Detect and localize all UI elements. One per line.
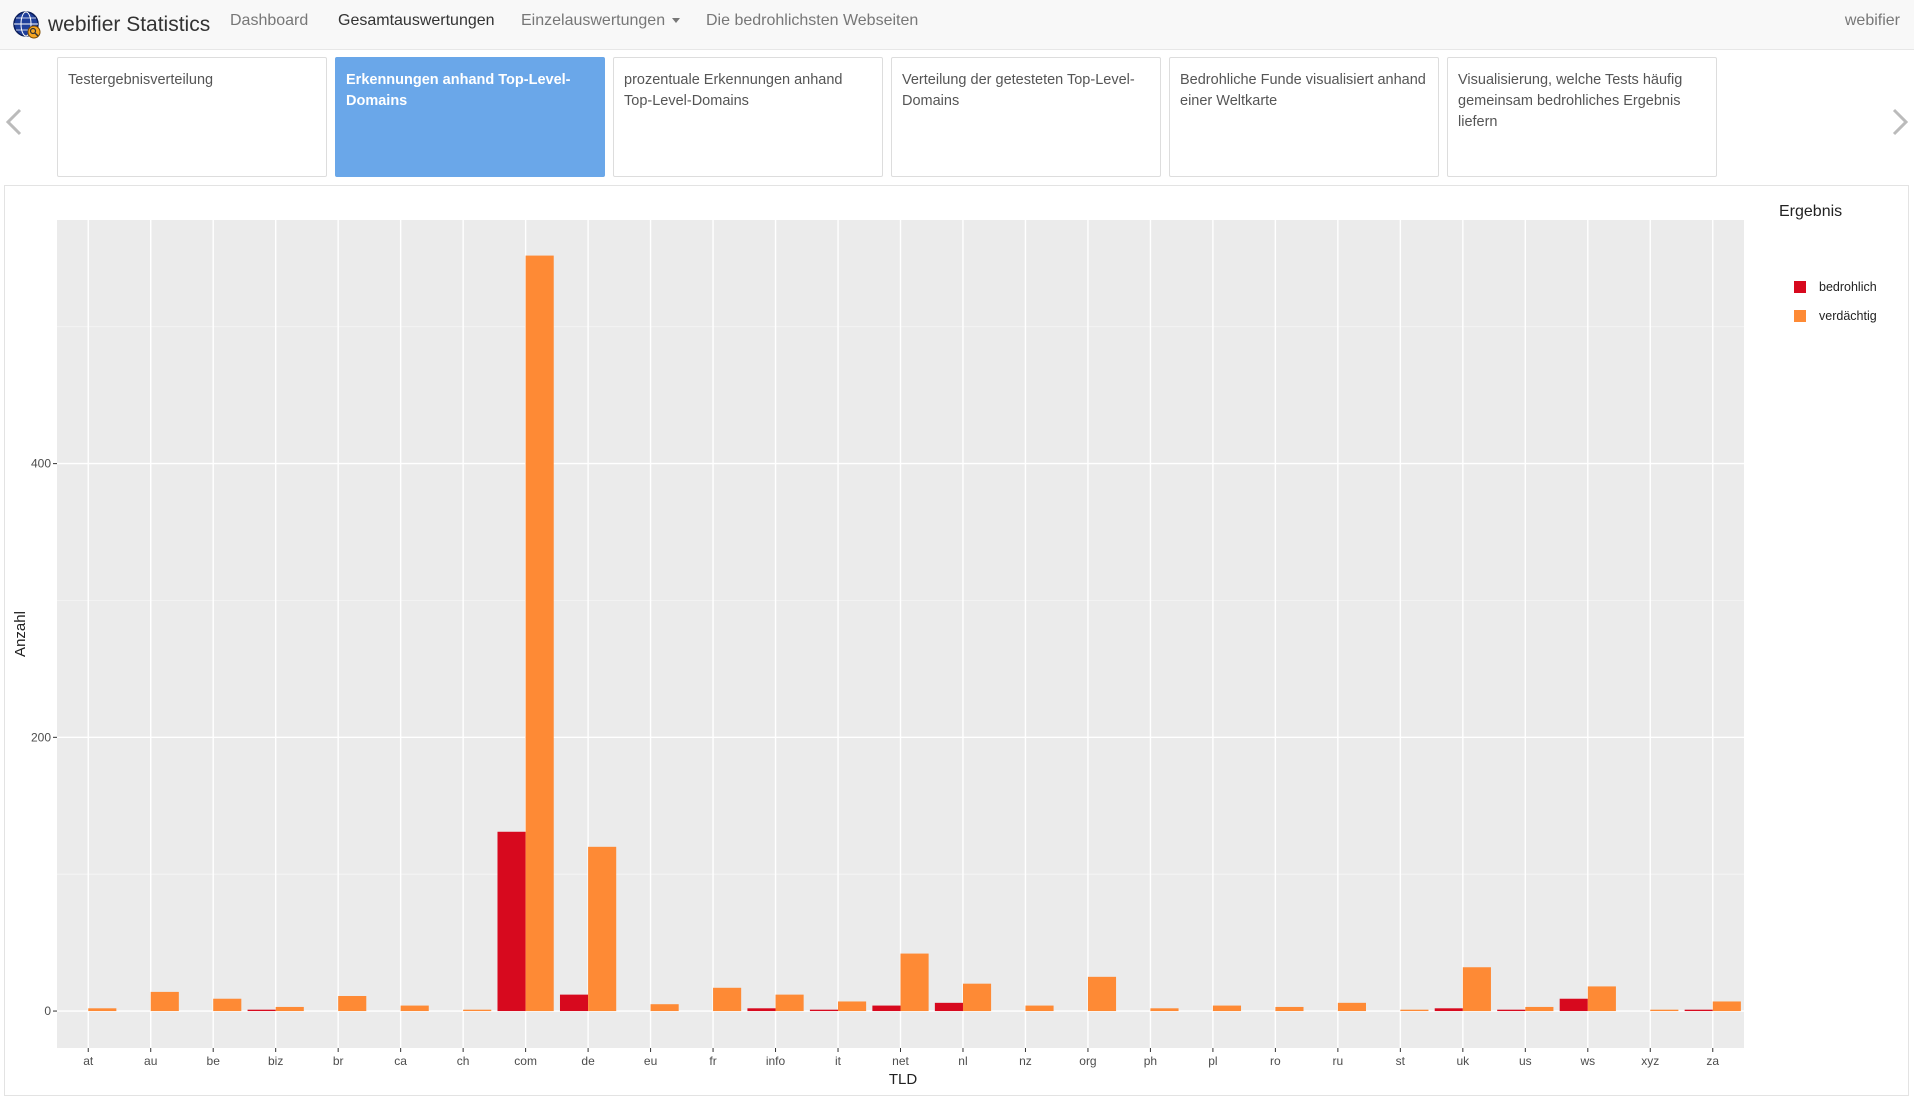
carousel-card-tests-gemeinsam[interactable]: Visualisierung, welche Tests häufig geme…: [1447, 57, 1717, 177]
carousel-next-button[interactable]: [1884, 100, 1912, 144]
nav-dashboard[interactable]: Dashboard: [230, 12, 309, 29]
carousel-card-testergebnisverteilung[interactable]: Testergebnisverteilung: [57, 57, 327, 177]
bar-bedrohlich-uk[interactable]: [1434, 1008, 1463, 1012]
y-tick-label: 400: [31, 457, 51, 471]
y-tick-label: 200: [31, 730, 51, 744]
bar-verdächtig-ch[interactable]: [463, 1009, 492, 1012]
carousel-card-erkennungen-tld[interactable]: Erkennungen anhand Top-Level-Domains: [335, 57, 605, 177]
bar-verdächtig-xyz[interactable]: [1650, 1009, 1679, 1012]
bar-bedrohlich-de[interactable]: [559, 994, 589, 1012]
x-tick-label: br: [333, 1054, 344, 1068]
y-axis-label: Anzahl: [12, 611, 29, 657]
x-tick-label: za: [1706, 1054, 1719, 1068]
x-tick-label: nz: [1019, 1054, 1032, 1068]
x-tick-label: uk: [1456, 1054, 1470, 1068]
nav-gesamtauswertungen[interactable]: Gesamtauswertungen: [338, 12, 495, 29]
bar-verdächtig-ph[interactable]: [1150, 1008, 1179, 1012]
bar-bedrohlich-info[interactable]: [747, 1008, 776, 1012]
x-tick-label: it: [835, 1054, 842, 1068]
nav-einzelauswertungen-label: Einzelauswertungen: [521, 12, 666, 29]
bar-bedrohlich-it[interactable]: [809, 1009, 839, 1012]
chevron-down-icon: [672, 18, 681, 24]
navbar: webifier Statistics Dashboard Gesamtausw…: [0, 0, 1914, 50]
legend-label: verdächtig: [1819, 309, 1877, 323]
x-tick-label: pl: [1208, 1054, 1217, 1068]
bar-verdächtig-fr[interactable]: [713, 987, 742, 1012]
bar-chart: 0 200 400 at au be biz br ca ch com de eu fr info it net…: [12, 203, 1877, 1088]
carousel-card-verteilung-tld[interactable]: Verteilung der getesteten Top-Level-Doma…: [891, 57, 1161, 177]
bar-verdächtig-com[interactable]: [525, 255, 554, 1012]
bar-verdächtig-us[interactable]: [1525, 1006, 1554, 1012]
x-tick-label: ro: [1270, 1054, 1281, 1068]
bar-verdächtig-biz[interactable]: [275, 1006, 304, 1012]
x-tick-label: ws: [1579, 1054, 1595, 1068]
x-tick-label: fr: [709, 1054, 716, 1068]
bar-verdächtig-uk[interactable]: [1462, 967, 1491, 1012]
bar-bedrohlich-us[interactable]: [1497, 1009, 1526, 1012]
x-tick-label: org: [1079, 1054, 1096, 1068]
legend-label: bedrohlich: [1819, 280, 1877, 294]
bar-bedrohlich-za[interactable]: [1684, 1009, 1713, 1012]
bar-verdächtig-ws[interactable]: [1587, 986, 1616, 1012]
x-tick-label: ru: [1333, 1054, 1344, 1068]
nav-webifier-link[interactable]: webifier: [1844, 12, 1900, 29]
bar-bedrohlich-nl[interactable]: [934, 1002, 963, 1012]
x-tick-label: biz: [268, 1054, 283, 1068]
x-tick-label: ch: [457, 1054, 470, 1068]
legend-key-bedrohlich: [1794, 281, 1806, 293]
nav-bedrohlichste-webseiten[interactable]: Die bedrohlichsten Webseiten: [706, 12, 919, 29]
bar-verdächtig-info[interactable]: [775, 994, 804, 1012]
y-tick-label: 0: [44, 1004, 51, 1018]
x-tick-label: ph: [1144, 1054, 1157, 1068]
x-tick-label: info: [766, 1054, 786, 1068]
x-tick-label: st: [1396, 1054, 1406, 1068]
bar-verdächtig-st[interactable]: [1400, 1009, 1429, 1012]
nav-einzelauswertungen-dropdown[interactable]: Einzelauswertungen: [521, 0, 681, 50]
plot-panel: 0 200 400 at au be biz br ca ch com de eu fr info it net…: [4, 185, 1909, 1096]
legend-key-verdächtig: [1794, 310, 1806, 322]
bar-verdächtig-org[interactable]: [1087, 976, 1117, 1012]
bar-verdächtig-nl[interactable]: [962, 983, 992, 1012]
legend-title: Ergebnis: [1779, 203, 1842, 220]
x-tick-label: eu: [644, 1054, 657, 1068]
bar-verdächtig-it[interactable]: [838, 1001, 867, 1012]
x-tick-label: xyz: [1641, 1054, 1659, 1068]
bar-verdächtig-net[interactable]: [900, 953, 929, 1012]
bar-verdächtig-au[interactable]: [150, 991, 179, 1012]
x-tick-label: us: [1519, 1054, 1532, 1068]
carousel-card-weltkarte[interactable]: Bedrohliche Funde visualisiert anhand ei…: [1169, 57, 1439, 177]
x-tick-label: ca: [394, 1054, 407, 1068]
chevron-right-icon: [1892, 108, 1909, 136]
bar-verdächtig-eu[interactable]: [650, 1004, 679, 1012]
brand-title: webifier Statistics: [48, 13, 211, 36]
bar-verdächtig-pl[interactable]: [1212, 1005, 1242, 1012]
carousel-prev-button[interactable]: [2, 100, 30, 144]
globe-logo-icon: [13, 11, 41, 39]
x-tick-label: be: [207, 1054, 221, 1068]
bar-verdächtig-ru[interactable]: [1337, 1002, 1366, 1012]
bar-verdächtig-br[interactable]: [338, 995, 367, 1012]
x-axis-label: TLD: [889, 1071, 918, 1088]
x-tick-label: au: [144, 1054, 157, 1068]
x-tick-label: at: [83, 1054, 94, 1068]
x-tick-label: nl: [958, 1054, 967, 1068]
chevron-left-icon: [5, 108, 22, 136]
bar-bedrohlich-ws[interactable]: [1559, 998, 1588, 1012]
bar-bedrohlich-net[interactable]: [872, 1005, 901, 1012]
x-tick-label: net: [892, 1054, 909, 1068]
x-tick-label: de: [581, 1054, 595, 1068]
bar-verdächtig-be[interactable]: [213, 998, 242, 1012]
bar-verdächtig-za[interactable]: [1712, 1001, 1741, 1012]
carousel-card-prozentuale-erkennungen[interactable]: prozentuale Erkennungen anhand Top-Level…: [613, 57, 883, 177]
bar-verdächtig-ro[interactable]: [1275, 1006, 1304, 1012]
bar-bedrohlich-com[interactable]: [497, 831, 526, 1012]
bar-verdächtig-ca[interactable]: [400, 1005, 429, 1012]
bar-bedrohlich-biz[interactable]: [247, 1009, 276, 1012]
bar-verdächtig-nz[interactable]: [1025, 1005, 1054, 1012]
brand-link[interactable]: webifier Statistics: [12, 8, 210, 42]
bar-verdächtig-de[interactable]: [588, 846, 617, 1012]
bar-verdächtig-at[interactable]: [88, 1008, 117, 1012]
x-tick-label: com: [514, 1054, 537, 1068]
